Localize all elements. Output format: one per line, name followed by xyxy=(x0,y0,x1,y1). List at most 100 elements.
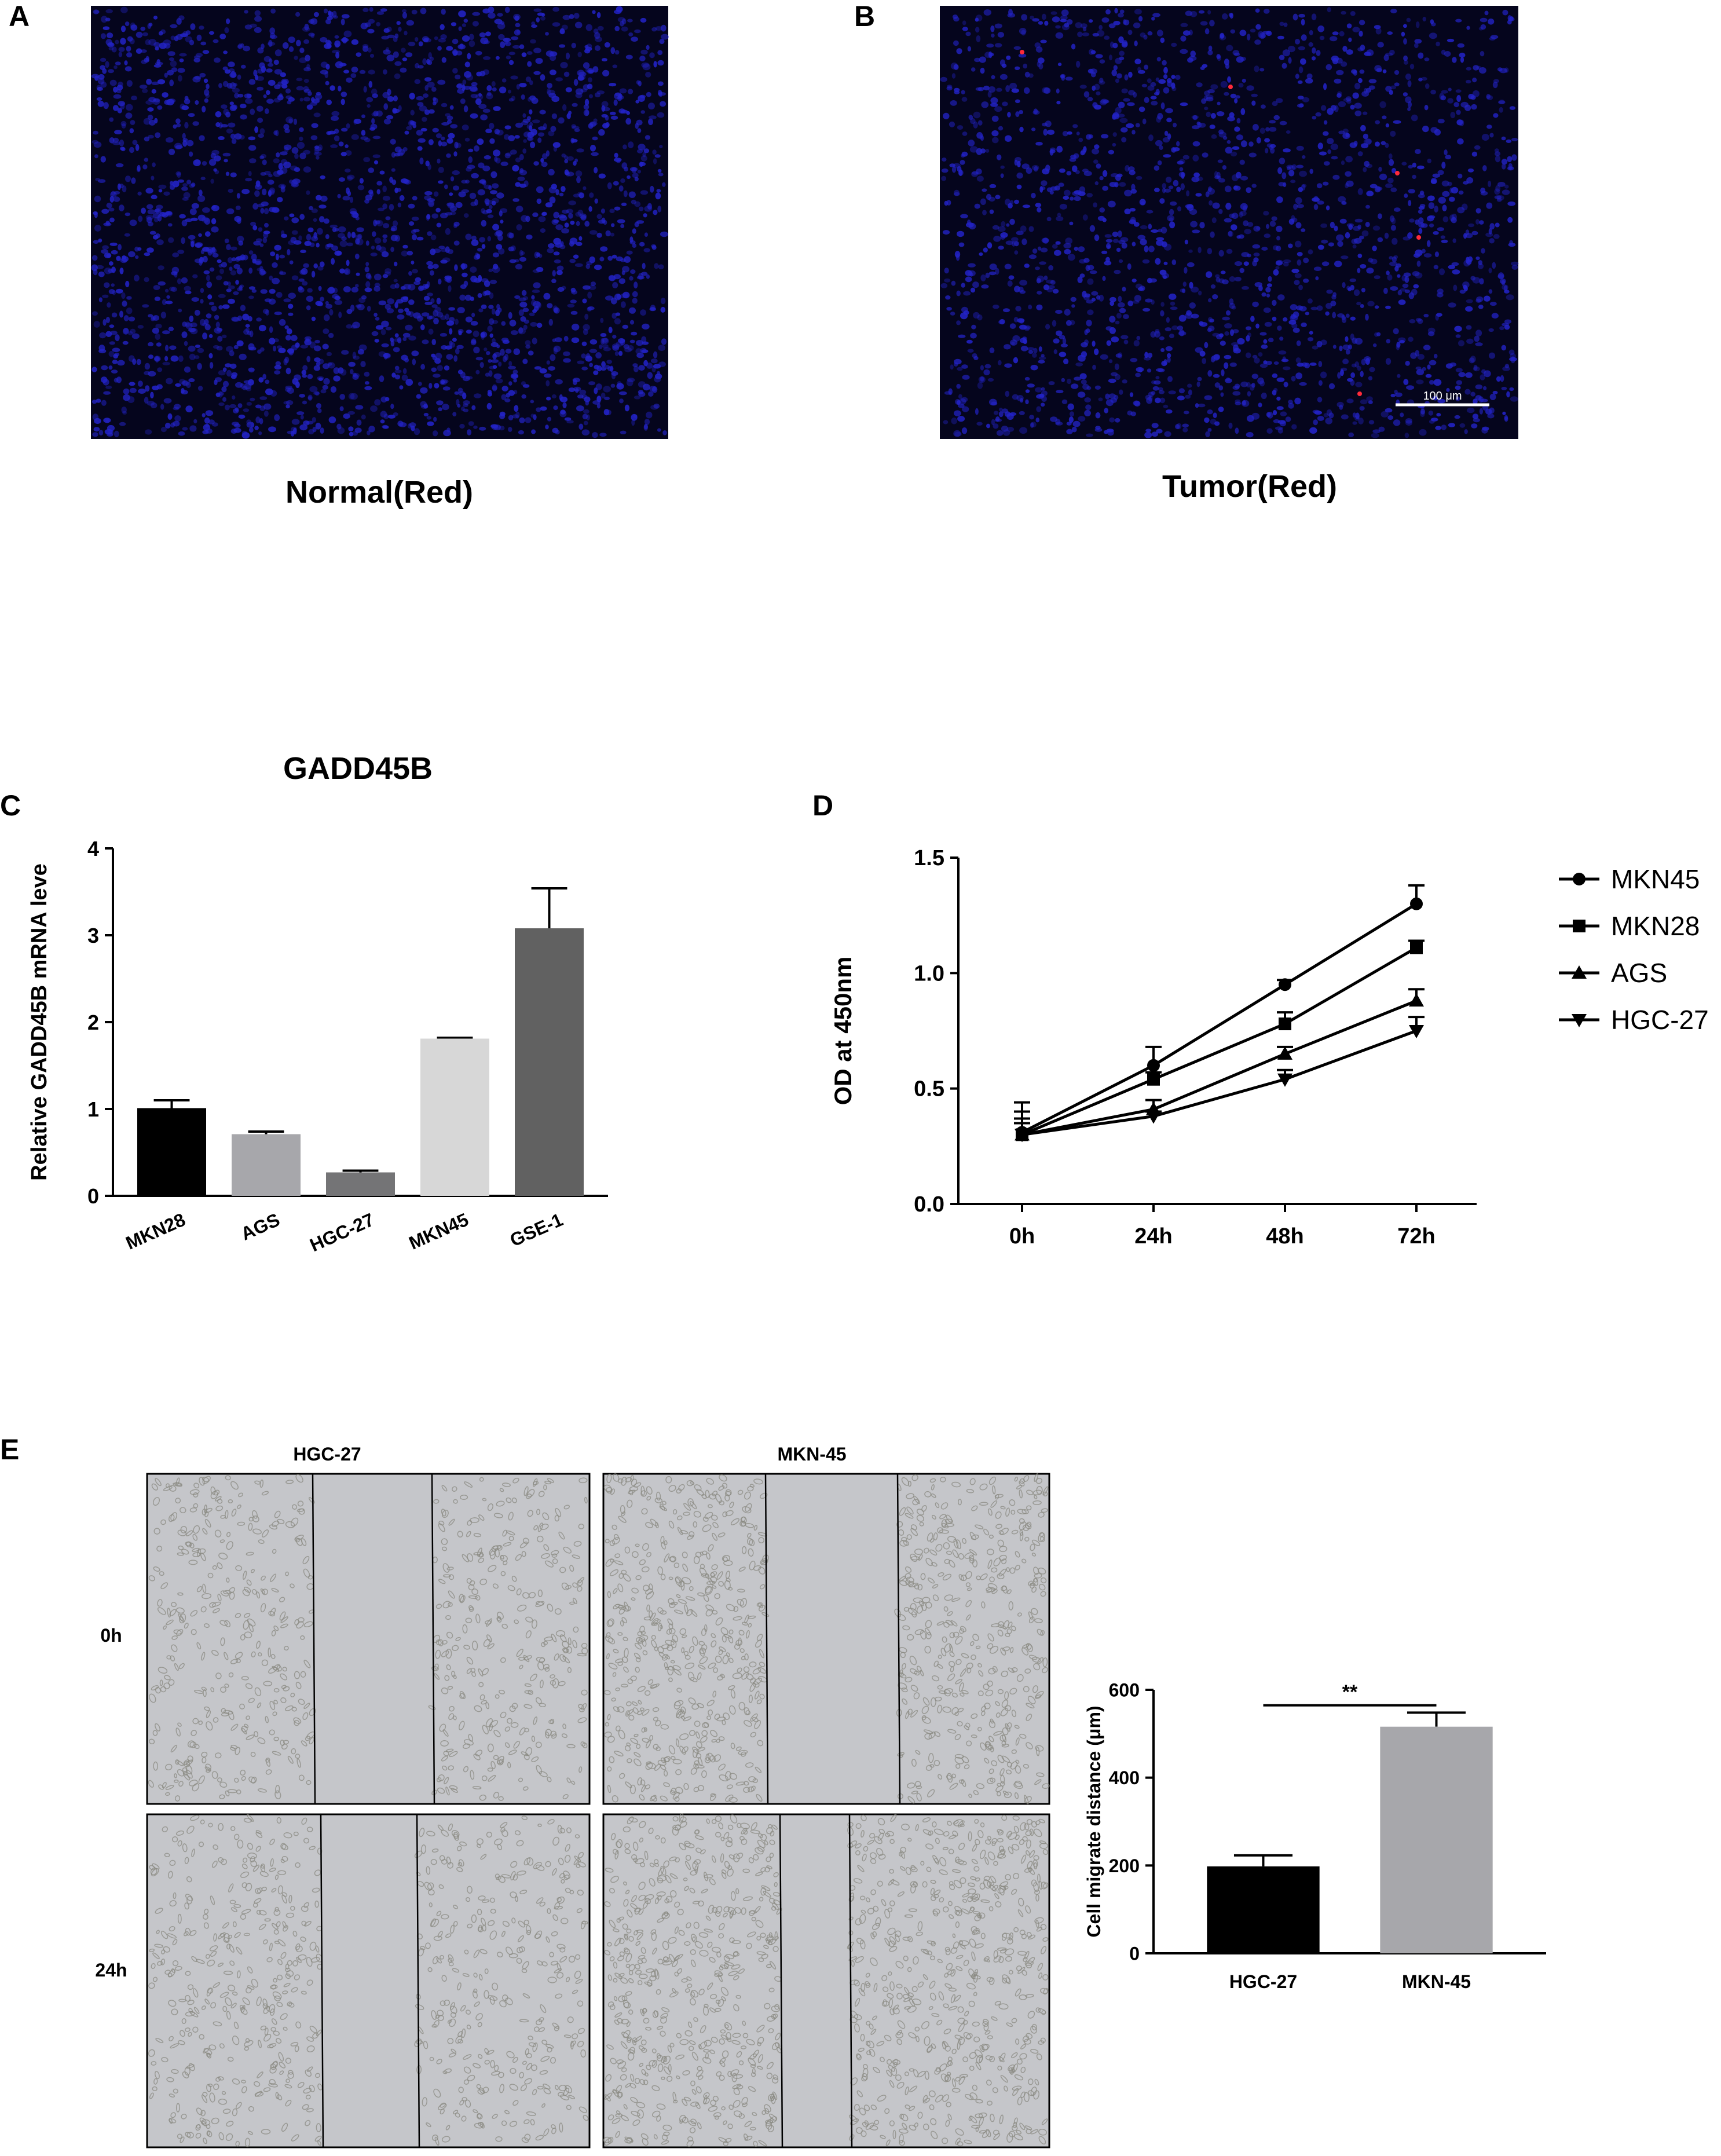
nucleus-dot xyxy=(347,232,351,239)
nucleus-dot xyxy=(503,340,510,344)
nucleus-dot xyxy=(532,338,537,345)
nucleus-dot xyxy=(472,12,480,16)
nucleus-dot xyxy=(1421,224,1428,228)
nucleus-dot xyxy=(1251,413,1259,420)
nucleus-dot xyxy=(489,138,495,144)
nucleus-dot xyxy=(1005,391,1010,397)
nucleus-dot xyxy=(1291,269,1299,273)
nucleus-dot xyxy=(1316,50,1321,56)
nucleus-dot xyxy=(617,219,625,223)
nucleus-dot xyxy=(333,288,338,294)
nucleus-dot xyxy=(1164,189,1171,193)
nucleus-dot xyxy=(248,343,254,350)
nucleus-dot xyxy=(510,75,518,79)
nucleus-dot xyxy=(211,226,218,233)
nucleus-dot xyxy=(129,317,135,322)
nucleus-dot xyxy=(492,424,499,430)
nucleus-dot xyxy=(653,352,657,358)
nucleus-dot xyxy=(130,329,136,334)
nucleus-dot xyxy=(1044,21,1048,26)
nucleus-dot xyxy=(433,417,437,422)
nucleus-dot xyxy=(383,103,388,110)
nucleus-dot xyxy=(1246,187,1251,193)
nucleus-dot xyxy=(639,242,645,247)
nucleus-dot xyxy=(952,73,955,78)
nucleus-dot xyxy=(1242,286,1249,290)
nucleus-dot xyxy=(1086,434,1093,437)
nucleus-dot xyxy=(381,36,389,40)
nucleus-dot xyxy=(1026,389,1030,393)
nucleus-dot xyxy=(1025,377,1030,380)
nucleus-dot xyxy=(1126,123,1134,128)
nucleus-dot xyxy=(218,83,222,88)
nucleus-dot xyxy=(541,213,546,217)
nucleus-dot xyxy=(427,198,435,202)
nucleus-dot xyxy=(1359,31,1363,36)
nucleus-dot xyxy=(431,368,437,372)
nucleus-dot xyxy=(413,229,419,232)
nucleus-dot xyxy=(992,137,999,144)
nucleus-dot xyxy=(111,369,118,374)
nucleus-dot xyxy=(954,64,959,70)
nucleus-dot xyxy=(217,336,222,342)
nucleus-dot xyxy=(273,346,276,352)
nucleus-dot xyxy=(508,427,512,432)
nucleus-dot xyxy=(1086,299,1093,303)
nucleus-dot xyxy=(222,335,226,338)
nucleus-dot xyxy=(958,335,965,338)
nucleus-dot xyxy=(155,297,160,301)
nucleus-dot xyxy=(1224,92,1229,96)
nucleus-dot xyxy=(537,137,541,143)
nucleus-dot xyxy=(1326,206,1330,211)
nucleus-dot xyxy=(307,228,313,233)
nucleus-dot xyxy=(572,338,580,343)
nucleus-dot xyxy=(518,430,524,434)
nucleus-dot xyxy=(522,290,527,296)
nucleus-dot xyxy=(1300,58,1306,65)
nucleus-dot xyxy=(1216,172,1220,178)
nucleus-dot xyxy=(345,150,351,156)
nucleus-dot xyxy=(460,98,466,104)
nucleus-dot xyxy=(623,325,629,329)
nucleus-dot xyxy=(228,123,235,128)
nucleus-dot xyxy=(1375,120,1380,125)
nucleus-dot xyxy=(367,104,371,108)
nucleus-dot xyxy=(1091,291,1098,296)
nucleus-dot xyxy=(619,185,624,192)
nucleus-dot xyxy=(130,120,136,125)
nucleus-dot xyxy=(1266,224,1269,229)
nucleus-dot xyxy=(1118,302,1125,308)
nucleus-dot xyxy=(1036,406,1041,412)
nucleus-dot xyxy=(995,24,1002,29)
nucleus-dot xyxy=(1167,357,1170,363)
nucleus-dot xyxy=(314,147,322,151)
nucleus-dot xyxy=(459,43,463,49)
nucleus-dot xyxy=(381,343,389,347)
nucleus-dot xyxy=(653,210,657,215)
nucleus-dot xyxy=(1081,151,1085,155)
nucleus-dot xyxy=(1360,371,1364,377)
nucleus-dot xyxy=(972,171,979,175)
nucleus-dot xyxy=(968,140,975,147)
nucleus-dot xyxy=(1481,191,1488,196)
nucleus-dot xyxy=(160,404,164,409)
nucleus-dot xyxy=(1108,150,1114,155)
nucleus-dot xyxy=(263,94,267,98)
nucleus-dot xyxy=(1155,376,1159,379)
nucleus-dot xyxy=(291,217,299,223)
nucleus-dot xyxy=(306,191,310,195)
nucleus-dot xyxy=(146,79,152,85)
nucleus-dot xyxy=(131,96,137,100)
nucleus-dot xyxy=(1232,329,1239,333)
nucleus-dot xyxy=(1081,23,1087,28)
nucleus-dot xyxy=(292,230,298,235)
nucleus-dot xyxy=(452,170,460,175)
nucleus-dot xyxy=(1473,65,1479,70)
nucleus-dot xyxy=(287,249,290,255)
nucleus-dot xyxy=(1502,10,1508,16)
legend-marker xyxy=(1573,873,1585,885)
nucleus-dot xyxy=(350,197,353,203)
nucleus-dot xyxy=(138,389,146,394)
nucleus-dot xyxy=(1019,427,1027,434)
nucleus-dot xyxy=(1482,427,1489,431)
